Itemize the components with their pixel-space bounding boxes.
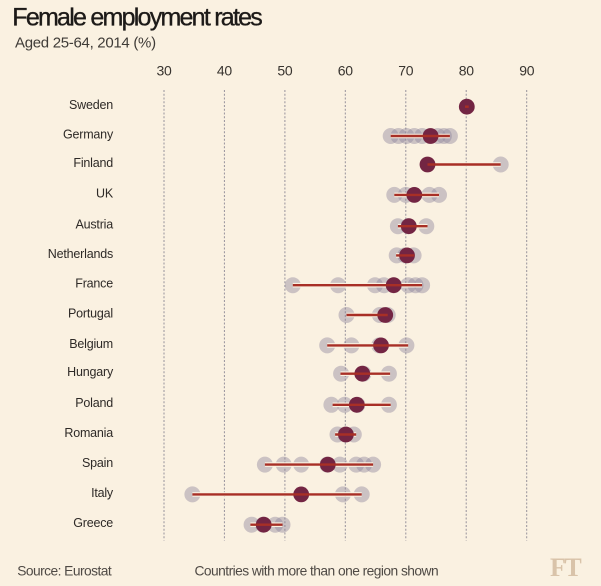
svg-text:France: France: [75, 277, 113, 291]
svg-text:FT: FT: [550, 553, 581, 582]
svg-text:60: 60: [338, 63, 353, 79]
svg-text:UK: UK: [96, 186, 114, 200]
svg-text:Poland: Poland: [75, 396, 113, 410]
svg-text:Italy: Italy: [91, 486, 114, 500]
svg-text:70: 70: [398, 63, 413, 79]
svg-text:Finland: Finland: [73, 156, 113, 170]
svg-text:40: 40: [217, 63, 232, 79]
svg-text:Spain: Spain: [82, 456, 113, 470]
svg-text:Germany: Germany: [63, 127, 114, 141]
svg-text:80: 80: [459, 63, 474, 79]
svg-text:Greece: Greece: [73, 516, 113, 530]
svg-text:Netherlands: Netherlands: [48, 247, 113, 261]
svg-text:50: 50: [277, 63, 292, 79]
svg-text:Romania: Romania: [64, 426, 113, 440]
svg-text:Countries with more than one r: Countries with more than one region show…: [195, 564, 439, 579]
svg-text:Aged 25-64, 2014 (%): Aged 25-64, 2014 (%): [15, 35, 156, 52]
svg-text:Belgium: Belgium: [69, 337, 113, 351]
svg-text:Sweden: Sweden: [69, 98, 113, 112]
svg-text:Female employment rates: Female employment rates: [12, 4, 262, 32]
svg-text:Austria: Austria: [75, 218, 113, 232]
svg-text:30: 30: [157, 63, 172, 79]
svg-text:Source: Eurostat: Source: Eurostat: [17, 564, 112, 579]
svg-text:Portugal: Portugal: [68, 306, 113, 320]
svg-text:Hungary: Hungary: [67, 365, 114, 379]
svg-text:90: 90: [519, 63, 534, 79]
